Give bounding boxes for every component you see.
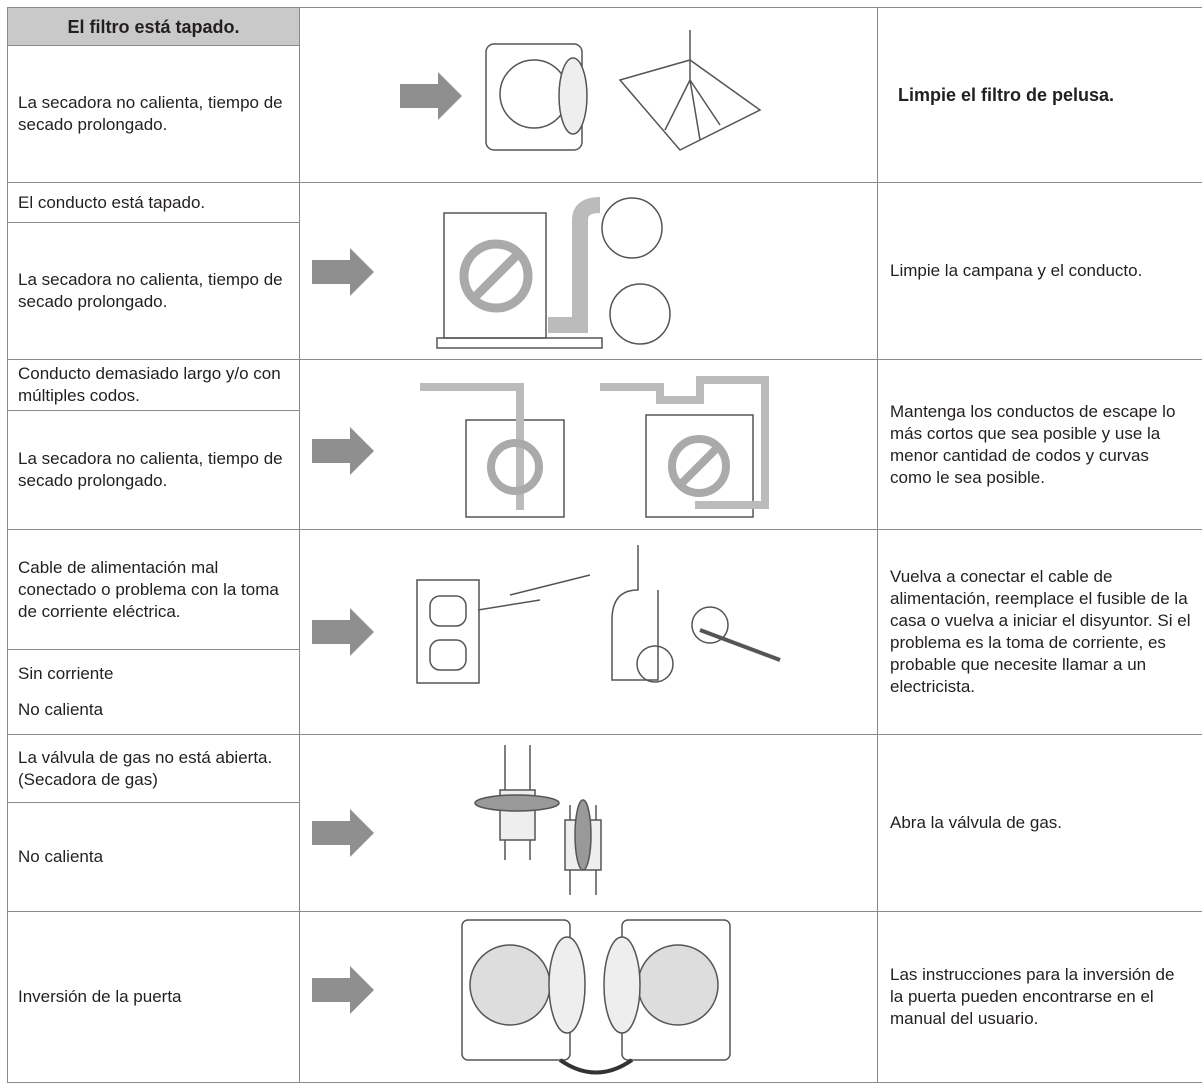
solution-cell: Mantenga los conductos de escape lo más … <box>877 359 1202 530</box>
cause-cell: Conducto demasiado largo y/o con múltipl… <box>7 359 300 411</box>
solution: Limpie el filtro de pelusa. <box>898 85 1115 105</box>
solution: Mantenga los conductos de escape lo más … <box>890 401 1176 487</box>
cause: Cable de alimentación mal conectado o pr… <box>18 557 279 621</box>
symptom: La secadora no calienta, tiempo de secad… <box>18 449 283 490</box>
cause: El filtro está tapado. <box>67 16 240 37</box>
cause-cell: La válvula de gas no está abierta. (Seca… <box>7 734 300 803</box>
symptom-cell: La secadora no calienta, tiempo de secad… <box>7 45 300 183</box>
symptom: La secadora no calienta, tiempo de secad… <box>18 270 283 311</box>
solution: Vuelva a conectar el cable de alimentaci… <box>890 567 1191 696</box>
symptom: No calienta <box>18 847 104 866</box>
duct-illustration <box>436 197 671 349</box>
outlet-illustration <box>416 545 781 684</box>
valve-illustration <box>474 745 602 895</box>
cause-cell: El filtro está tapado. <box>7 7 300 46</box>
symptom: Sin corriente <box>18 664 114 684</box>
solution-cell: Las instrucciones para la inversión de l… <box>877 911 1202 1083</box>
solution: Las instrucciones para la inversión de l… <box>890 965 1175 1028</box>
cause: Inversión de la puerta <box>18 987 182 1006</box>
door-illustration <box>461 919 731 1075</box>
filter-illustration <box>485 30 762 151</box>
cause: El conducto está tapado. <box>18 192 206 212</box>
long-duct-illustration <box>420 376 769 518</box>
solution: Abra la válvula de gas. <box>890 813 1062 832</box>
solution: Limpie la campana y el conducto. <box>890 261 1143 280</box>
symptom-cell: La secadora no calienta, tiempo de secad… <box>7 410 300 530</box>
solution-cell: Vuelva a conectar el cable de alimentaci… <box>877 529 1202 735</box>
cause-cell: Cable de alimentación mal conectado o pr… <box>7 529 300 650</box>
symptom: La secadora no calienta, tiempo de secad… <box>18 93 283 134</box>
arrows <box>312 72 462 1014</box>
symptom: No calienta <box>18 699 104 719</box>
cause: La válvula de gas no está abierta. (Seca… <box>18 747 273 789</box>
cause: Conducto demasiado largo y/o con múltipl… <box>18 364 281 405</box>
